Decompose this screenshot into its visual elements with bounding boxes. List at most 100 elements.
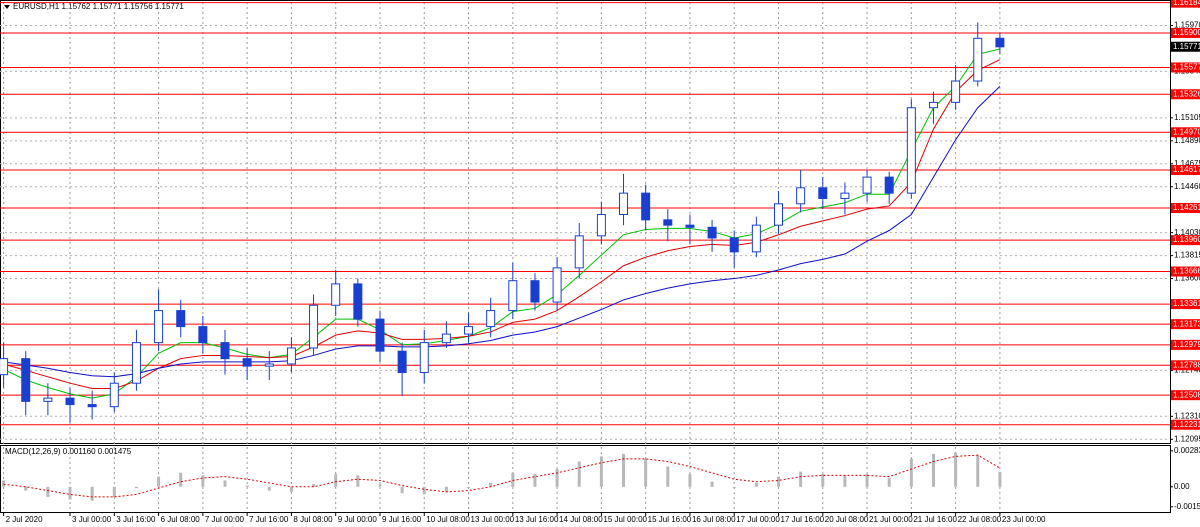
candle-body — [286, 347, 296, 365]
macd-bar — [223, 480, 227, 487]
x-tick-label: 10 Jul 08:00 — [426, 515, 470, 524]
moving-average — [3, 48, 1001, 399]
last-price-tag — [1171, 41, 1200, 52]
macd-bar — [976, 455, 980, 487]
macd-bar — [267, 486, 271, 491]
candle-body — [862, 176, 872, 194]
candle-body — [884, 176, 894, 194]
macd-signal — [3, 454, 1001, 498]
candle-body — [818, 187, 828, 199]
x-tick-label: 16 Jul 08:00 — [692, 515, 736, 524]
candle-body — [87, 404, 97, 408]
macd-bar — [599, 456, 603, 487]
x-tick-label: 7 Jul 16:00 — [249, 515, 289, 524]
x-tick-label: 21 Jul 16:00 — [913, 515, 957, 524]
candle-body — [65, 397, 75, 406]
macd-bar — [201, 475, 205, 487]
macd-bar — [489, 482, 493, 487]
x-tick-label: 22 Jul 08:00 — [958, 515, 1002, 524]
macd-bar — [157, 476, 161, 487]
level-label: 1.13960 — [1173, 235, 1200, 244]
macd-bar — [422, 486, 426, 495]
level-tag — [1171, 419, 1200, 430]
y-tick-label: -0.00158 — [1174, 502, 1200, 511]
level-tag — [1171, 266, 1200, 277]
level-tag — [1171, 235, 1200, 246]
macd-bar — [46, 486, 50, 497]
macd-bar — [68, 486, 72, 500]
macd-bar — [732, 486, 736, 489]
candle-body — [641, 192, 651, 221]
y-tick-label: 1.13600 — [1174, 274, 1200, 283]
level-tag — [1171, 127, 1200, 138]
macd-bar — [887, 477, 891, 487]
symbol-header: EURUSD,H1 1.15762 1.15771 1.15756 1.1577… — [13, 2, 184, 11]
macd-bar — [998, 472, 1002, 487]
x-tick-label: 15 Jul 16:00 — [648, 515, 692, 524]
x-tick-label: 9 Jul 16:00 — [382, 515, 422, 524]
macd-bar — [533, 474, 537, 487]
level-tag — [1171, 62, 1200, 73]
level-label: 1.14617 — [1173, 165, 1200, 174]
macd-bar — [444, 486, 448, 492]
candle-body — [840, 192, 850, 199]
candle-body — [685, 224, 695, 228]
candle-body — [751, 224, 761, 253]
candle-body — [131, 342, 141, 384]
macd-bar — [334, 474, 338, 487]
candle-body — [906, 107, 916, 194]
macd-bar — [467, 486, 471, 489]
x-tick-label: 6 Jul 08:00 — [161, 515, 201, 524]
y-tick-label: 0.00 — [1174, 482, 1190, 491]
level-tag — [1171, 0, 1200, 8]
macd-bar — [909, 458, 913, 487]
macd-bar — [843, 475, 847, 487]
candle-body — [574, 235, 584, 269]
candle-body — [353, 283, 363, 320]
level-label: 1.12508 — [1173, 390, 1200, 399]
macd-bar — [511, 472, 515, 487]
macd-bar — [245, 485, 249, 487]
level-label: 1.14261 — [1173, 203, 1200, 212]
moving-average — [3, 59, 1001, 390]
level-label: 1.16184 — [1173, 0, 1200, 7]
level-label: 1.12979 — [1173, 340, 1200, 349]
macd-bar — [378, 484, 382, 487]
candle-body — [995, 37, 1005, 48]
macd-bar — [688, 474, 692, 487]
macd-bar — [555, 469, 559, 487]
candle-body — [729, 237, 739, 253]
macd-bar — [622, 453, 626, 487]
x-tick-label: 3 Jul 00:00 — [72, 515, 112, 524]
menu-arrow — [4, 5, 10, 9]
candle-body — [441, 333, 451, 344]
last-price-label: 1.15771 — [1173, 42, 1200, 51]
y-tick-label: 1.14890 — [1174, 136, 1200, 145]
level-tag — [1171, 89, 1200, 100]
macd-bar — [24, 486, 28, 491]
y-tick-label: 1.12095 — [1174, 434, 1200, 443]
y-tick-label: 1.13815 — [1174, 251, 1200, 260]
macd-bar — [865, 474, 869, 487]
candle-body — [43, 397, 53, 402]
level-tag — [1171, 202, 1200, 213]
candle-body — [596, 213, 606, 237]
macd-bar — [799, 471, 803, 487]
level-tag — [1171, 299, 1200, 310]
macd-bar — [179, 472, 183, 487]
candle-body — [109, 382, 119, 408]
level-label: 1.12788 — [1173, 360, 1200, 369]
level-label: 1.15577 — [1173, 63, 1200, 72]
x-tick-label: 17 Jul 00:00 — [736, 515, 780, 524]
x-tick-label: 8 Jul 08:00 — [293, 515, 333, 524]
y-tick-label: 1.14460 — [1174, 182, 1200, 191]
candle-body — [530, 280, 540, 303]
macd-header: MACD(12,26,9) 0.001160 0.001475 — [5, 447, 132, 456]
x-tick-label: 23 Jul 00:00 — [1002, 515, 1046, 524]
x-tick-label: 13 Jul 16:00 — [515, 515, 559, 524]
x-tick-label: 15 Jul 00:00 — [603, 515, 647, 524]
y-tick-label: 1.12310 — [1174, 411, 1200, 420]
level-label: 1.15326 — [1173, 89, 1200, 98]
